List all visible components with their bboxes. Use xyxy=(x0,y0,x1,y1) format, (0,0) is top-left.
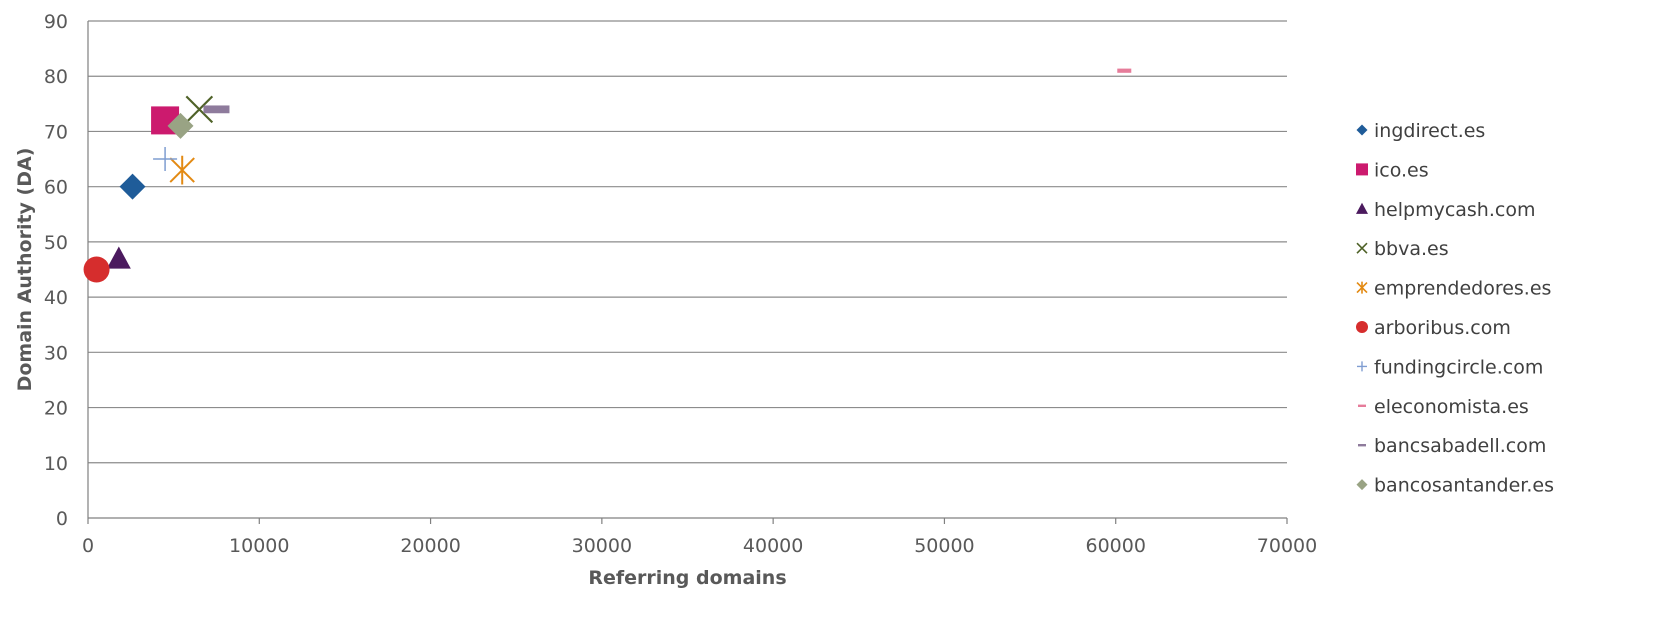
x-tick-label: 20000 xyxy=(400,535,460,557)
x-tick-label: 70000 xyxy=(1257,535,1317,557)
x-axis-title: Referring domains xyxy=(588,567,786,589)
gridlines xyxy=(88,20,1287,519)
y-tick-label: 0 xyxy=(56,508,68,530)
legend-label: fundingcircle.com xyxy=(1374,356,1543,378)
data-point-bancosantander-es xyxy=(167,112,194,139)
legend-label: ico.es xyxy=(1374,159,1429,181)
y-tick-label: 40 xyxy=(44,287,68,309)
x-tick-label: 60000 xyxy=(1085,535,1145,557)
legend-marker-bancsabadell-com xyxy=(1358,444,1366,447)
data-point-emprendedores-es xyxy=(169,155,195,185)
data-point-bbva-es xyxy=(185,95,214,124)
data-point-ingdirect-es xyxy=(119,173,146,200)
legend-marker-bbva-es xyxy=(1356,242,1368,254)
data-point-eleconomista-es xyxy=(1117,68,1132,73)
legend-marker-eleconomista-es xyxy=(1358,404,1366,407)
legend-label: bancosantander.es xyxy=(1374,475,1554,497)
x-tick-label: 50000 xyxy=(914,535,974,557)
y-tick-label: 70 xyxy=(44,121,68,143)
legend-label: helpmycash.com xyxy=(1374,199,1535,221)
legend-marker-emprendedores-es xyxy=(1356,281,1368,294)
y-tick-label: 20 xyxy=(44,398,68,420)
legend-label: ingdirect.es xyxy=(1374,120,1485,142)
legend-marker-arboribus-com xyxy=(1356,321,1368,333)
data-point-helpmycash-com xyxy=(106,246,131,269)
y-tick-label: 90 xyxy=(44,11,68,33)
legend-label: bancsabadell.com xyxy=(1374,435,1546,457)
x-tick-label: 0 xyxy=(82,535,94,557)
legend-label: arboribus.com xyxy=(1374,317,1511,339)
legend-marker-ingdirect-es xyxy=(1356,124,1368,136)
legend-label: emprendedores.es xyxy=(1374,278,1551,300)
legend-marker-bancosantander-es xyxy=(1356,479,1368,491)
y-tick-label: 30 xyxy=(44,342,68,364)
y-tick-label: 50 xyxy=(44,232,68,254)
data-point-fundingcircle-com xyxy=(153,147,178,172)
y-axis-title: Domain Authority (DA) xyxy=(14,148,36,392)
legend-marker-ico-es xyxy=(1356,163,1368,176)
x-tick-label: 30000 xyxy=(572,535,632,557)
y-tick-label: 10 xyxy=(44,453,68,475)
axes: 0 10 20 30 40 50 60 70 80 90 0 10000 20000 30000 40000… xyxy=(44,11,1317,557)
y-tick-label: 60 xyxy=(44,177,68,199)
data-points xyxy=(83,68,1132,283)
legend-label: eleconomista.es xyxy=(1374,396,1529,418)
data-point-arboribus-com xyxy=(83,256,110,283)
legend-label: bbva.es xyxy=(1374,238,1449,260)
legend: ingdirect.es ico.es helpmycash.com bbva.es e… xyxy=(1356,120,1554,497)
x-tick-label: 10000 xyxy=(229,535,289,557)
legend-marker-helpmycash-com xyxy=(1356,202,1368,214)
x-tick-label: 40000 xyxy=(743,535,803,557)
legend-marker-fundingcircle-com xyxy=(1357,361,1367,372)
y-tick-label: 80 xyxy=(44,66,68,88)
data-point-bancsabadell-com xyxy=(203,105,230,114)
